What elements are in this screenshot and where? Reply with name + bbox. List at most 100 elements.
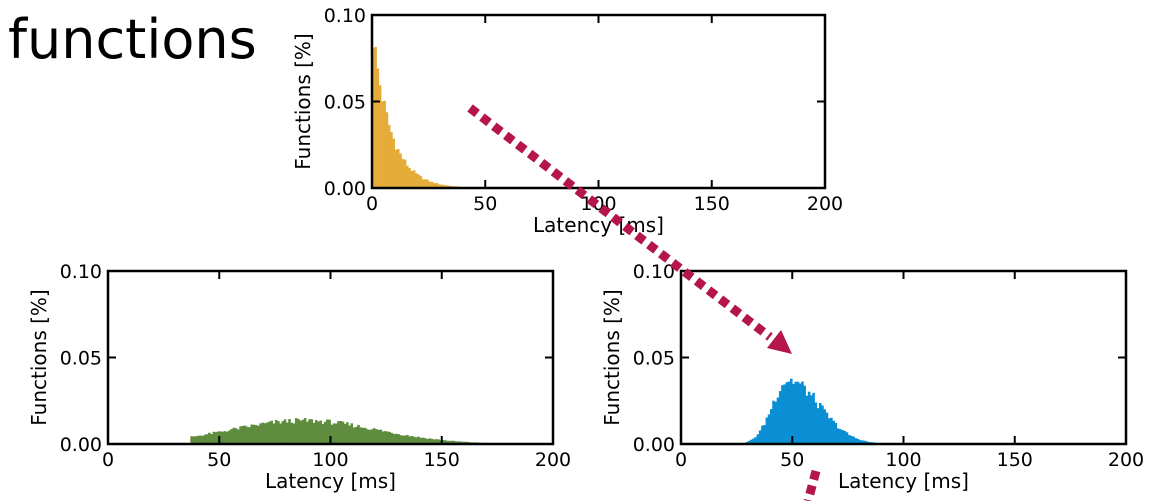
histogram-bar xyxy=(807,391,811,444)
histogram-bar xyxy=(328,419,331,444)
y-tick-label: 0.00 xyxy=(324,178,366,200)
flow-arrow-head xyxy=(767,330,792,354)
plot-frame xyxy=(370,13,827,190)
histogram-bar xyxy=(444,185,448,188)
histogram-bar xyxy=(381,101,384,188)
histogram-bars xyxy=(190,418,543,444)
histogram-bar xyxy=(765,417,769,444)
histogram-bar xyxy=(237,429,240,444)
y-axis-label: Functions [%] xyxy=(291,33,315,169)
histogram-bar xyxy=(401,158,405,188)
histogram-bar xyxy=(219,431,222,444)
plot-frame xyxy=(106,269,555,446)
histogram-bar xyxy=(430,181,434,188)
histogram-bar xyxy=(348,425,351,444)
histogram-bar xyxy=(455,441,458,444)
histogram-bar xyxy=(834,422,838,444)
histogram-bar xyxy=(341,421,345,444)
x-axis-label: Latency [ms] xyxy=(265,469,396,493)
histogram-bar xyxy=(261,422,265,444)
histogram-bar xyxy=(406,434,409,444)
x-tick-label: 100 xyxy=(312,449,348,471)
histogram-bar xyxy=(783,384,786,444)
histogram-bar xyxy=(212,431,216,444)
histogram-bar xyxy=(383,431,387,444)
histogram-bar xyxy=(408,436,411,444)
histogram-bar xyxy=(450,440,454,444)
histogram-bar xyxy=(399,153,402,188)
x-tick-label: 200 xyxy=(535,449,571,471)
histogram-bar xyxy=(776,397,780,444)
histogram-bar xyxy=(299,420,302,444)
histogram-bar xyxy=(437,184,441,188)
flow-arrow-line-out xyxy=(803,469,821,501)
histogram-bar xyxy=(794,381,798,444)
histogram-bar xyxy=(841,430,844,444)
histogram-bar xyxy=(752,438,755,444)
histogram-bar xyxy=(814,402,818,444)
histogram-bar xyxy=(832,420,835,444)
histogram-bar xyxy=(426,179,429,188)
histogram-bar xyxy=(812,392,815,444)
histogram-bar xyxy=(214,432,218,444)
histogram-bar xyxy=(225,431,229,444)
histogram-bar xyxy=(403,435,407,444)
histogram-bar xyxy=(372,48,375,188)
y-tick-label: 0.00 xyxy=(60,434,102,456)
histogram-bar xyxy=(796,381,800,444)
histogram-bar xyxy=(401,435,405,444)
histogram-bar xyxy=(314,420,318,444)
histogram-bar xyxy=(442,184,445,188)
histogram-bar xyxy=(317,421,320,444)
histogram-bar xyxy=(346,422,349,444)
histogram-bar xyxy=(863,440,867,444)
histogram-bar xyxy=(410,436,414,444)
histogram-bar xyxy=(847,434,851,444)
histogram-bar xyxy=(778,391,782,444)
histogram-bar xyxy=(378,85,382,188)
x-tick-label: 150 xyxy=(997,449,1033,471)
histogram-bar xyxy=(392,433,396,444)
histogram-bar xyxy=(252,424,256,444)
y-tick-label: 0.10 xyxy=(60,261,102,283)
histogram-bar xyxy=(435,439,438,444)
histogram-bar xyxy=(761,425,764,444)
histogram-bar xyxy=(758,430,762,444)
histogram-bar xyxy=(357,424,360,444)
histogram-bar xyxy=(321,423,325,444)
histogram-bar xyxy=(854,438,858,444)
histogram-bar xyxy=(308,419,311,444)
x-axis-label: Latency [ms] xyxy=(838,469,969,493)
histogram-bar xyxy=(352,427,356,444)
histogram-bar xyxy=(830,417,833,444)
chart-bottom-right: 0 50 100 150 200 0.00 0.05 0.10 Latency [ms] Func… xyxy=(600,261,1144,493)
histogram-bar xyxy=(201,435,205,444)
histogram-bar xyxy=(290,422,294,444)
histogram-bars xyxy=(745,378,904,444)
histogram-bar xyxy=(816,408,820,444)
histogram-bar xyxy=(190,436,193,444)
histogram-bar xyxy=(437,439,440,444)
y-tick-label: 0.10 xyxy=(633,261,675,283)
histogram-bar xyxy=(448,440,452,444)
histogram-bar xyxy=(781,385,784,444)
histogram-bars xyxy=(372,46,475,189)
histogram-bar xyxy=(801,381,804,444)
histogram-bar xyxy=(243,425,247,444)
histogram-bar xyxy=(861,440,864,444)
histogram-bar xyxy=(263,423,267,444)
x-tick-label: 200 xyxy=(807,193,843,215)
histogram-bar xyxy=(385,112,389,188)
chart-bottom-left: 0 50 100 150 200 0.00 0.05 0.10 Latency [ms] Func… xyxy=(27,261,571,493)
histogram-bar xyxy=(852,436,855,444)
y-tick-label: 0.05 xyxy=(324,92,366,114)
histogram-bar xyxy=(281,421,285,444)
histogram-bar xyxy=(297,419,300,444)
histogram-bar xyxy=(387,124,391,188)
histogram-bar xyxy=(375,429,378,444)
histogram-bar xyxy=(350,423,354,444)
histogram-bar xyxy=(821,405,824,444)
histogram-bar xyxy=(245,426,249,444)
